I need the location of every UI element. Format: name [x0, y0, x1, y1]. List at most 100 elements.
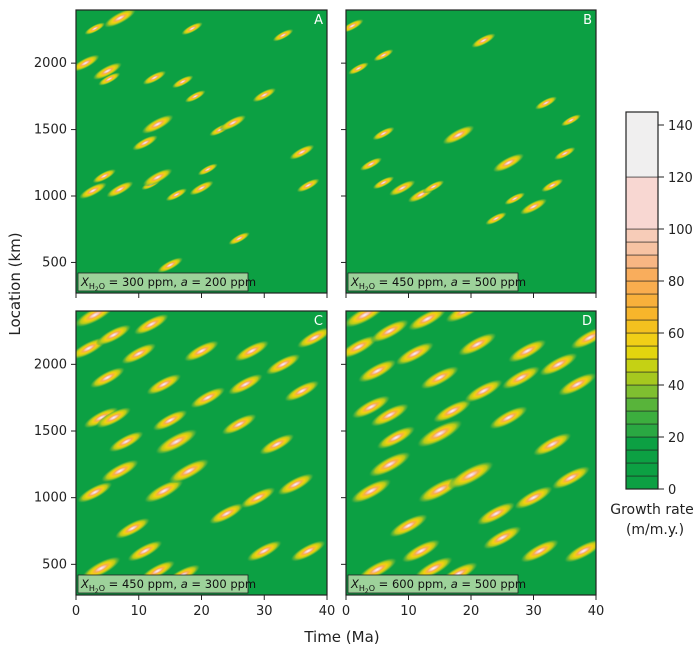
growth-blob [520, 539, 560, 563]
colorbar-tick-label: 140 [668, 119, 693, 134]
growth-blob [272, 28, 294, 42]
growth-blob [289, 144, 315, 160]
colorbar-bin [625, 332, 659, 347]
growth-blob [463, 379, 504, 403]
growth-blob [532, 432, 572, 457]
growth-blob [76, 311, 116, 328]
growth-blob [370, 319, 410, 343]
growth-blob [507, 339, 547, 363]
growth-blobs [346, 311, 596, 586]
growth-blob [553, 146, 576, 161]
colorbar-bin [625, 345, 659, 360]
growth-blob [351, 395, 391, 419]
panel-ticks: 500 1000 1500 2000 [34, 56, 328, 298]
growth-blob [84, 22, 106, 36]
growth-blobs [76, 311, 327, 586]
growth-blob [557, 372, 596, 397]
panel-letter: D [582, 314, 592, 329]
growth-blob [133, 313, 170, 336]
y-tick-label: 1500 [34, 123, 67, 138]
y-tick-label: 2000 [34, 357, 67, 372]
panel-ticks: 0 10 20 30 40 [341, 363, 604, 619]
colorbar: Growth rate (m/m.y.) 0 20 40 60 80 100 120 140 [610, 111, 694, 538]
growth-blob [181, 21, 204, 36]
growth-blob [171, 75, 194, 89]
growth-blob [252, 87, 277, 103]
y-tick-label: 1500 [34, 424, 67, 439]
growth-blob [95, 324, 132, 346]
growth-blob [277, 473, 315, 496]
panel-letter: A [314, 13, 323, 28]
y-tick-label: 500 [42, 255, 67, 270]
x-tick-label: 30 [525, 604, 542, 619]
colorbar-bin [625, 267, 659, 282]
colorbar-bin [625, 371, 659, 386]
growth-blob [492, 153, 525, 173]
x-tick-label: 10 [400, 604, 417, 619]
growth-blob [114, 517, 151, 540]
growth-blob [368, 451, 412, 478]
growth-blob [484, 211, 508, 226]
growth-blob [413, 556, 454, 581]
x-tick-label: 0 [342, 604, 350, 619]
growth-blob [258, 433, 295, 456]
growth-blob [76, 54, 101, 72]
colorbar-tick-label: 20 [668, 431, 685, 446]
colorbar-bin [625, 319, 659, 334]
colorbar-bin [625, 254, 659, 269]
growth-blob [143, 478, 184, 504]
growth-blob [240, 486, 276, 509]
growth-blob [189, 386, 226, 409]
growth-blob [372, 126, 395, 141]
colorbar-bin [625, 410, 659, 425]
growth-blob [296, 178, 320, 193]
growth-blob [208, 502, 245, 525]
growth-blob [265, 353, 301, 376]
growth-blob [347, 61, 370, 75]
colorbar-frame [625, 111, 659, 490]
growth-blob [141, 114, 175, 135]
growth-blob [540, 178, 564, 193]
growth-blob [227, 373, 264, 396]
growth-blob [519, 198, 548, 216]
growth-blob [188, 180, 215, 196]
growth-blob [388, 513, 429, 538]
growth-blob [78, 182, 108, 200]
y-tick-label: 2000 [34, 56, 67, 71]
colorbar-tick-label: 60 [668, 327, 685, 342]
caption-text: XH2O = 600 ppm, a = 500 ppm [350, 577, 526, 595]
colorbar-bin [625, 358, 659, 373]
growth-blob [447, 460, 495, 490]
growth-blob [482, 525, 522, 550]
growth-blob [221, 413, 258, 436]
growth-blob [127, 540, 163, 562]
growth-blob [296, 326, 327, 349]
growth-blob [95, 406, 132, 429]
growth-blob [103, 10, 137, 28]
colorbar-bin [625, 397, 659, 412]
panel-letter: C [314, 314, 323, 329]
y-axis-label: Location (km) [6, 232, 24, 335]
y-tick-label: 1000 [34, 189, 67, 204]
growth-blob [165, 187, 188, 202]
caption-box [77, 574, 249, 594]
colorbar-label-line1: Growth rate [610, 502, 694, 518]
growth-blob [154, 428, 198, 455]
growth-blob [551, 465, 591, 490]
growth-blob [92, 168, 117, 184]
growth-blob [105, 180, 134, 198]
growth-blob [233, 340, 270, 362]
growth-blob [401, 539, 441, 563]
colorbar-bin [625, 176, 659, 230]
growth-blob [563, 539, 596, 563]
growth-blob [346, 311, 387, 328]
panel-ticks: 0 10 20 30 40 500 1000 1500 2000 [34, 357, 335, 619]
growth-blob [89, 366, 126, 389]
growth-blob [219, 114, 247, 132]
y-tick-label: 500 [42, 557, 67, 572]
panel-caption: XH2O = 450 ppm, a = 500 ppm [347, 272, 526, 293]
growth-blob [370, 403, 410, 427]
colorbar-tick-label: 120 [668, 171, 693, 186]
growth-blob [120, 342, 157, 365]
